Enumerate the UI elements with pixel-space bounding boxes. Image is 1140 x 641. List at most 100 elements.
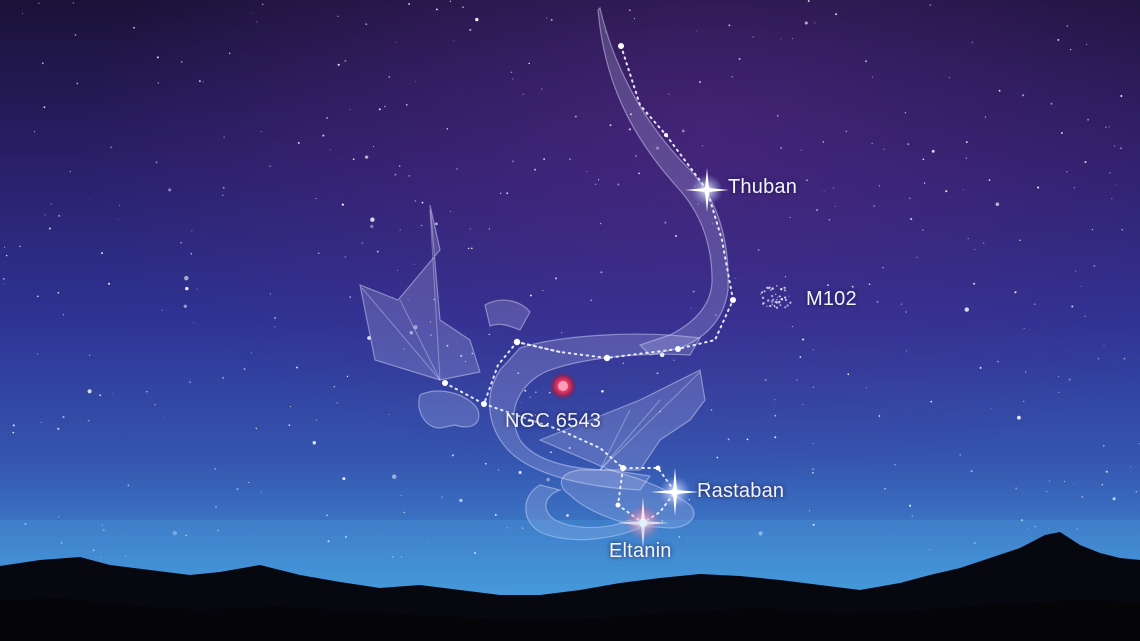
background-star [1022,94,1024,96]
background-star [691,308,692,309]
label-eltanin: Eltanin [609,540,672,563]
background-star [261,492,262,493]
background-star [551,19,553,21]
background-star [342,204,344,206]
background-star [450,211,451,212]
background-star [983,243,984,244]
background-star [790,217,791,218]
background-star [535,391,537,393]
background-star [835,13,837,15]
background-star [879,185,880,186]
background-star [489,228,490,229]
background-star [959,454,961,456]
background-star [158,82,159,83]
cluster-star [775,294,776,295]
background-star [452,454,454,456]
background-star [316,419,318,421]
background-star [37,295,39,297]
cluster-star [769,306,770,307]
background-star [1087,119,1089,121]
background-star [453,40,454,41]
background-star [470,228,471,229]
background-star [196,289,197,290]
background-star [399,229,400,230]
cluster-star [783,287,785,289]
background-star [337,402,339,404]
star [514,339,520,345]
background-star [1066,171,1068,173]
background-star [813,349,814,350]
cluster-star [781,298,784,301]
background-star [468,248,469,249]
background-star [1081,286,1082,287]
star [620,465,626,471]
background-star [1069,379,1071,381]
background-star [883,149,884,150]
background-star [542,290,543,291]
background-star [345,256,347,258]
background-star [498,470,499,471]
background-star [450,1,451,2]
background-star [222,195,223,196]
background-star [214,468,216,470]
background-star [520,403,521,404]
cluster-star [766,305,767,306]
background-star [365,155,368,158]
background-star [785,276,786,277]
background-star [1082,496,1083,497]
background-star [222,377,224,379]
background-star [253,13,254,14]
cluster-star [789,302,791,304]
background-star [334,386,336,388]
background-star [1104,345,1105,346]
background-star [1023,401,1024,402]
background-star [110,467,111,468]
background-star [806,179,808,181]
background-star [157,56,159,58]
background-star [799,356,801,358]
background-star [1084,161,1086,163]
background-star [1049,480,1050,481]
background-star [865,60,867,62]
background-star [72,2,74,4]
background-star [871,143,873,145]
background-star [1130,466,1131,467]
cluster-star [766,287,768,289]
background-star [803,404,804,405]
background-star [350,109,351,110]
cluster-star [770,289,772,291]
background-star [330,149,331,150]
star [481,401,487,407]
background-star [248,482,249,483]
background-star [1106,471,1108,473]
background-star [697,31,698,32]
background-star [968,238,969,239]
background-star [835,206,836,207]
background-star [569,158,571,160]
background-star [847,373,849,375]
background-star [1121,229,1122,230]
background-star [1109,172,1111,174]
background-star [792,38,793,39]
background-star [664,222,666,224]
background-star [337,16,338,17]
background-star [623,363,625,365]
background-star [421,225,422,226]
cluster-star [772,304,773,305]
star [442,380,448,386]
background-star [415,81,416,82]
background-star [1101,484,1103,486]
background-star [879,415,881,417]
background-star [575,116,577,118]
background-star [638,172,640,174]
background-star [193,322,194,323]
background-star [930,401,932,403]
cluster-star [776,285,777,286]
background-star [397,270,398,271]
background-star [905,311,907,313]
background-star [1070,49,1071,50]
background-star [51,204,52,205]
cluster-star [784,306,786,308]
background-star [184,276,189,281]
background-star [869,283,871,285]
